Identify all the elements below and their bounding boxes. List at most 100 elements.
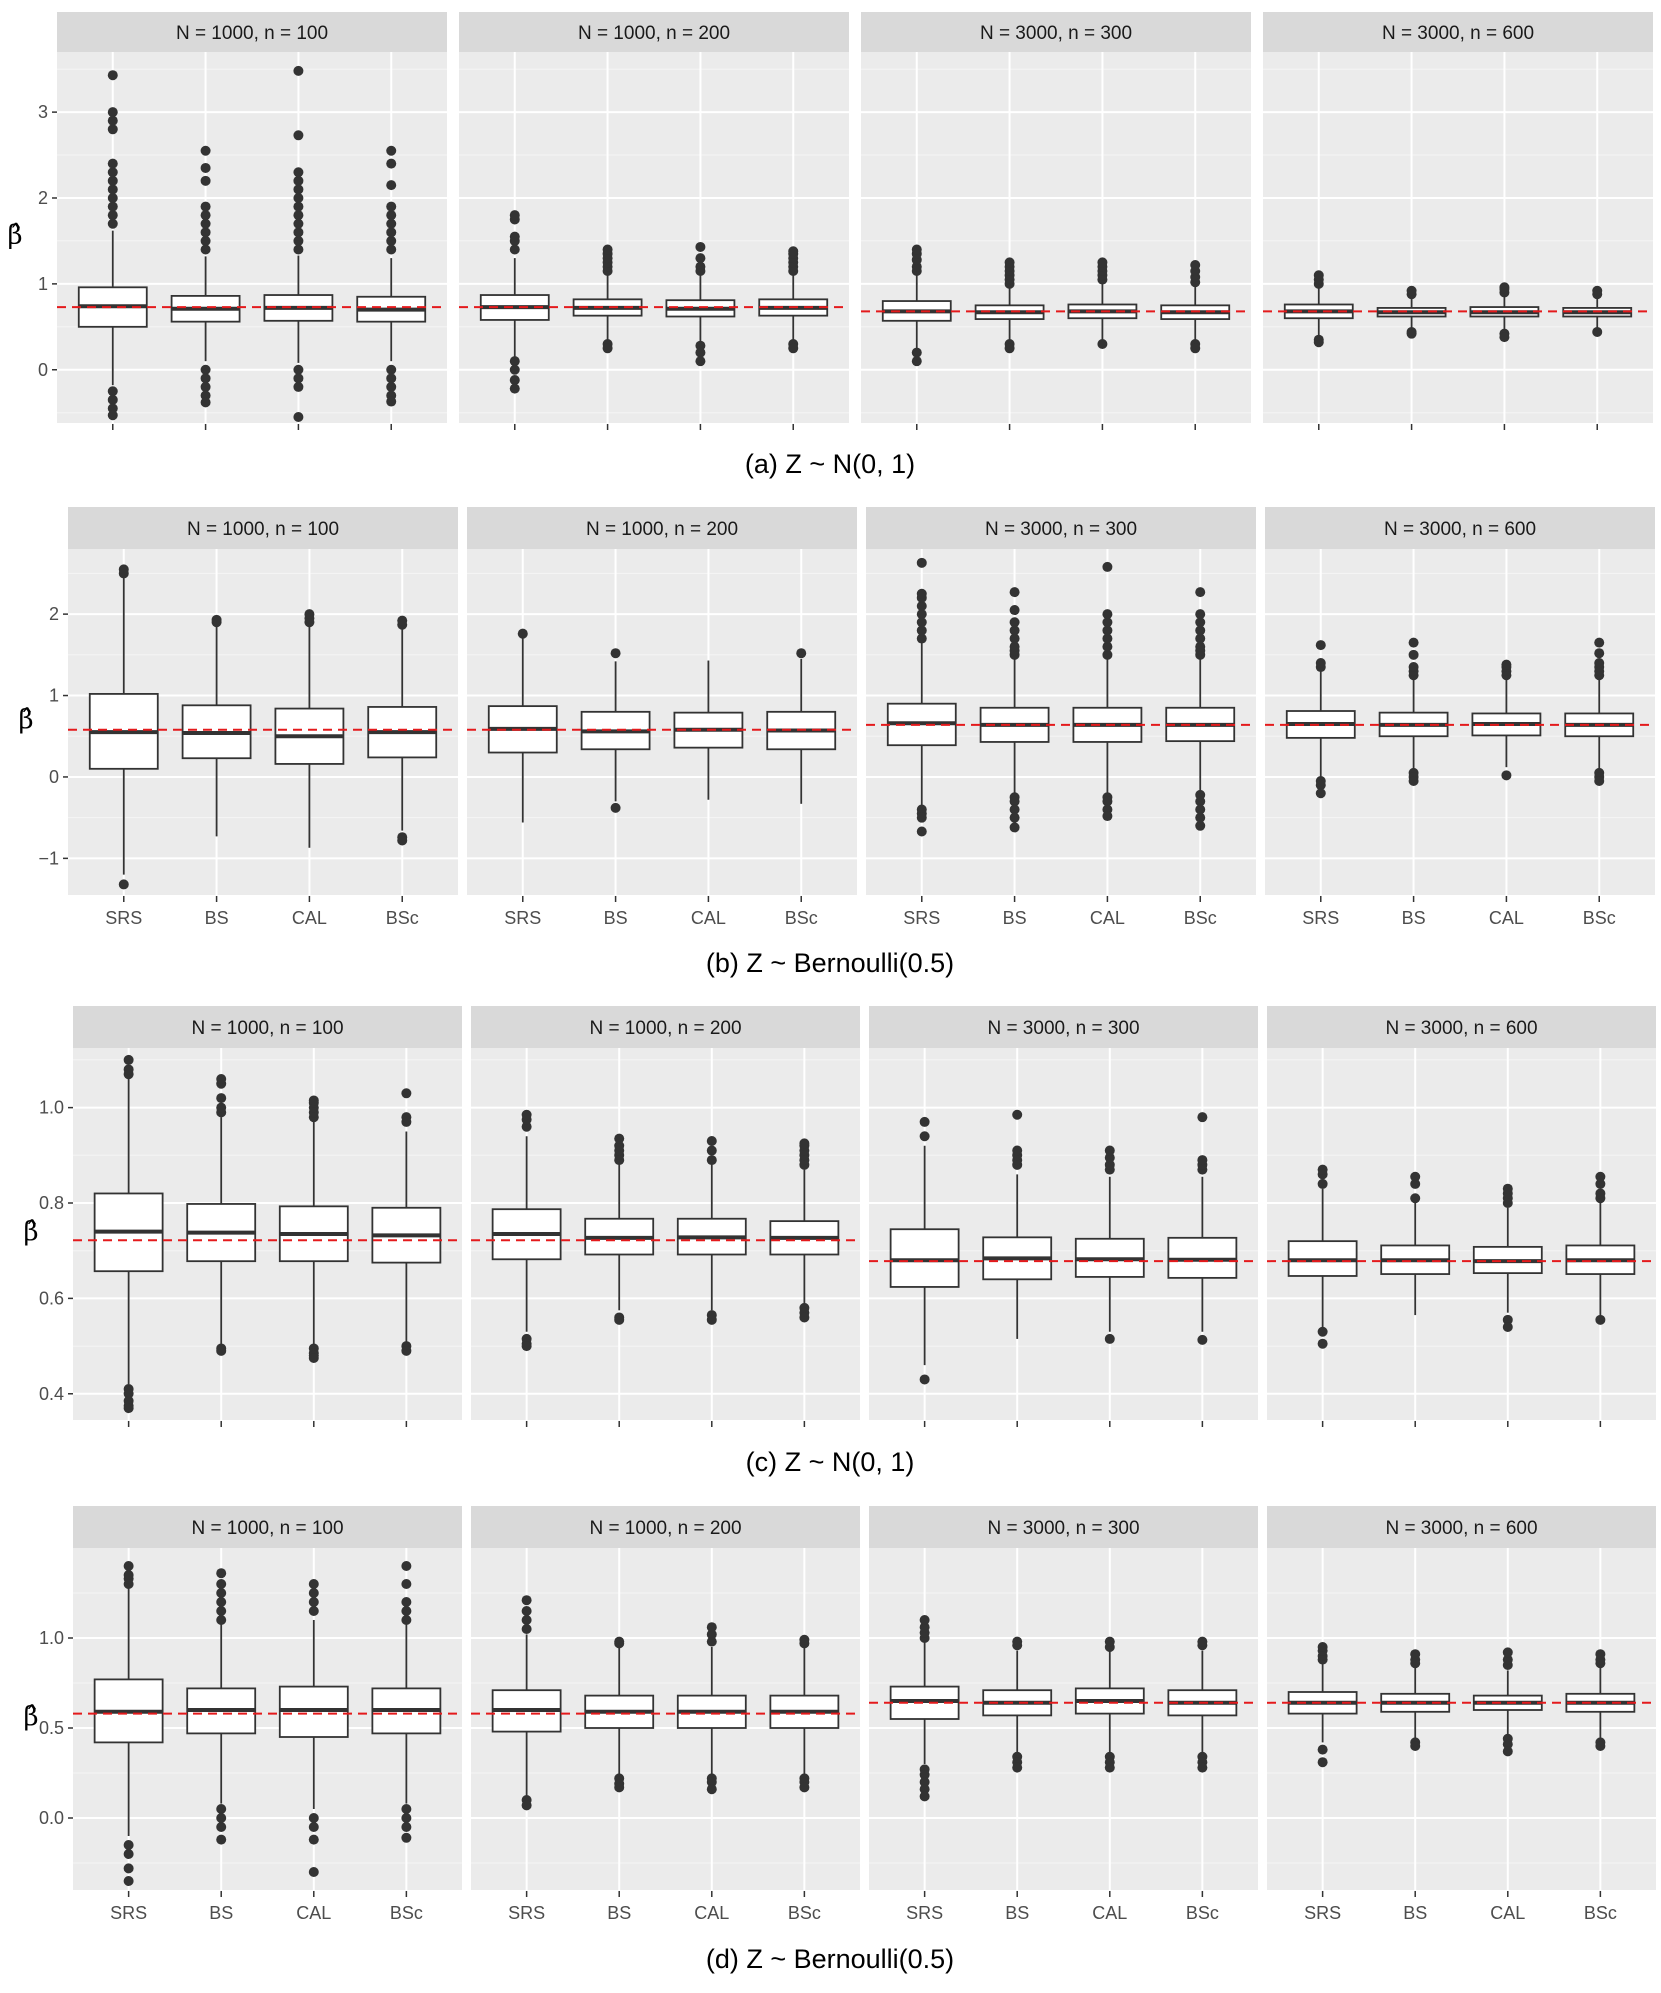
outlier-point — [614, 1636, 625, 1647]
outlier-point — [788, 246, 799, 257]
y-tick-label: 1 — [49, 686, 59, 706]
outlier-point — [1004, 343, 1015, 354]
outlier-point — [1195, 587, 1206, 598]
box-bs — [181, 614, 252, 837]
outlier-point — [509, 383, 520, 394]
outlier-point — [107, 403, 118, 414]
outlier-point — [916, 617, 927, 628]
outlier-point — [216, 1588, 227, 1598]
outlier-point — [1197, 1334, 1208, 1345]
outlier-point — [216, 1606, 227, 1616]
outlier-point — [293, 218, 304, 229]
outlier-point — [1190, 259, 1201, 270]
x-tick-label: SRS — [508, 1903, 545, 1923]
outlier-point — [1594, 657, 1605, 668]
outlier-point — [308, 1095, 319, 1106]
y-tick-label: −1 — [38, 848, 59, 868]
box-srs — [93, 1561, 164, 1886]
outlier-point — [695, 241, 706, 252]
outlier-point — [401, 1597, 412, 1607]
facet-panel: N = 1000, n = 200 SRS BS CAL BSc — [471, 1506, 860, 1923]
facet-panel: N = 3000, n = 300 SRS BS CAL BSc — [869, 1506, 1258, 1923]
outlier-point — [401, 1615, 412, 1625]
outlier-point — [1594, 648, 1605, 659]
box-bs — [1378, 637, 1449, 787]
outlier-point — [706, 1636, 717, 1647]
outlier-point — [216, 1568, 227, 1579]
outlier-point — [200, 218, 211, 229]
subfigure-caption: (c) Z ~ N(0, 1) — [746, 1447, 915, 1477]
outlier-point — [200, 162, 211, 173]
facet-panel: N = 1000, n = 200 SRS BS CAL BSc — [467, 507, 857, 928]
outlier-point — [200, 381, 211, 392]
facet-strip — [866, 507, 1256, 549]
facet-strip — [459, 12, 849, 52]
facet-title: N = 3000, n = 600 — [1382, 23, 1534, 44]
outlier-point — [919, 1131, 930, 1142]
outlier-point — [521, 1121, 532, 1132]
outlier-point — [706, 1622, 717, 1633]
outlier-point — [1499, 332, 1510, 343]
outlier-point — [308, 1867, 319, 1877]
outlier-point — [293, 373, 304, 384]
outlier-point — [1197, 1762, 1208, 1773]
outlier-point — [1317, 1744, 1328, 1755]
outlier-point — [1595, 1178, 1606, 1189]
outlier-point — [1595, 1314, 1606, 1325]
box-srs — [88, 564, 159, 890]
box-bs — [982, 1109, 1053, 1339]
y-tick-label: 0.8 — [39, 1193, 64, 1213]
outlier-point — [107, 210, 118, 221]
outlier-point — [308, 1813, 319, 1823]
outlier-point — [293, 235, 304, 246]
x-tick-label: SRS — [105, 908, 142, 928]
iqr-box — [889, 1228, 960, 1288]
outlier-point — [919, 1116, 930, 1127]
panel-background — [1267, 1048, 1656, 1420]
facet-strip — [467, 507, 857, 549]
x-tick-label: CAL — [1092, 1903, 1127, 1923]
outlier-point — [695, 356, 706, 367]
outlier-point — [386, 227, 397, 238]
outlier-point — [216, 1579, 227, 1589]
outlier-point — [1195, 609, 1206, 620]
outlier-point — [216, 1093, 227, 1104]
outlier-point — [200, 397, 211, 408]
panel-background — [1267, 1548, 1656, 1890]
y-axis-label: β̂ — [7, 221, 22, 251]
outlier-point — [919, 1777, 930, 1787]
outlier-point — [293, 411, 304, 422]
x-tick-label: CAL — [296, 1903, 331, 1923]
facet-strip — [68, 507, 458, 549]
facet-panel: N = 1000, n = 200 — [459, 12, 849, 430]
y-tick-label: 0 — [38, 360, 48, 380]
x-tick-label: BSc — [1584, 1903, 1617, 1923]
outlier-point — [1315, 657, 1326, 668]
y-tick-label: 0.6 — [39, 1288, 64, 1308]
outlier-point — [107, 394, 118, 405]
box-bs — [584, 1133, 655, 1325]
outlier-point — [1501, 659, 1512, 670]
box-srs — [889, 1116, 960, 1385]
outlier-point — [216, 1804, 227, 1814]
outlier-point — [1195, 641, 1206, 652]
box-cal — [676, 1136, 747, 1325]
box-srs — [93, 1054, 164, 1414]
outlier-point — [118, 879, 129, 890]
outlier-point — [200, 175, 211, 186]
outlier-point — [386, 201, 397, 212]
outlier-point — [1197, 1112, 1208, 1123]
outlier-point — [706, 1314, 717, 1325]
outlier-point — [1104, 1333, 1115, 1344]
outlier-point — [919, 1769, 930, 1780]
outlier-point — [509, 231, 520, 242]
box-bsc — [371, 1088, 442, 1356]
outlier-point — [1102, 796, 1113, 807]
outlier-point — [1012, 1636, 1023, 1647]
outlier-point — [1195, 804, 1206, 815]
outlier-point — [123, 1054, 134, 1065]
outlier-point — [610, 648, 621, 659]
outlier-point — [293, 130, 304, 141]
outlier-point — [695, 261, 706, 272]
